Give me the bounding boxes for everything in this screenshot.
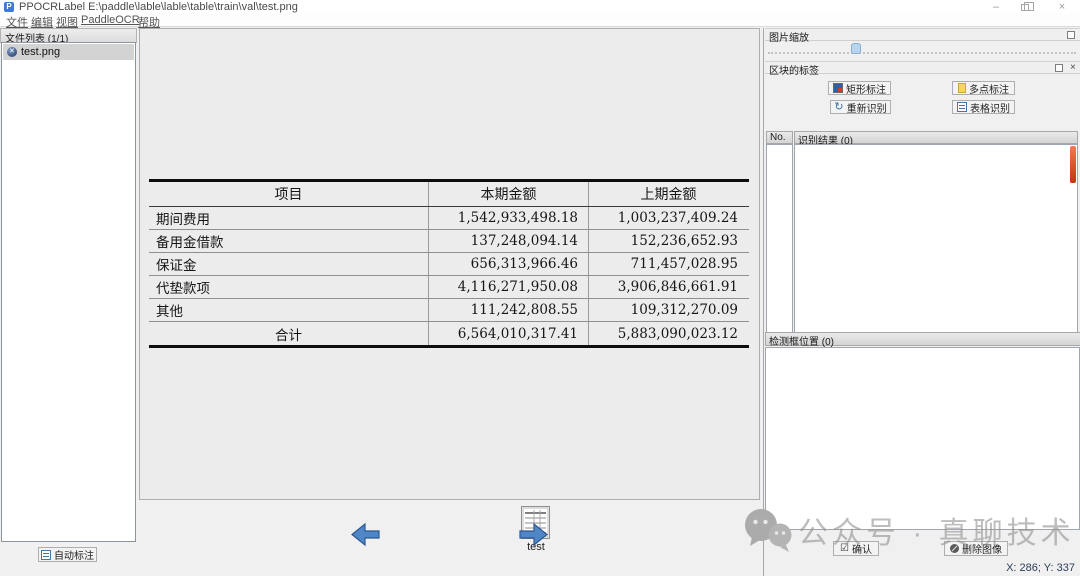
menu-file[interactable]: 文件 — [6, 17, 28, 29]
table-cell: 1,003,237,409.24 — [588, 207, 748, 229]
table-cell: 保证金 — [156, 258, 197, 274]
dock-close-icon[interactable]: × — [1070, 62, 1076, 73]
window-title: PPOCRLabel E:\paddle\lable\lable\table\t… — [19, 1, 298, 13]
table-cell: 6,564,010,317.41 — [428, 322, 588, 345]
zoom-slider-track[interactable] — [768, 52, 1076, 54]
table-cell: 备用金借款 — [156, 235, 224, 251]
table-header-cell: 本期金额 — [428, 182, 588, 206]
next-image-arrow[interactable] — [519, 522, 548, 547]
result-list-header: 识别结果 (0) — [794, 131, 1078, 147]
table-cell: 109,312,270.09 — [588, 299, 748, 321]
table-cell: 1,542,933,498.18 — [428, 207, 588, 229]
close-icon[interactable]: × — [1058, 1, 1066, 13]
label-panel-header: 区块的标签 × — [765, 61, 1080, 77]
table-row: 其他 111,242,808.55 109,312,270.09 — [149, 299, 749, 322]
dock-float-icon[interactable] — [1055, 64, 1063, 72]
rect-annotate-button[interactable]: 矩形标注 — [828, 81, 891, 96]
dock-float-icon[interactable] — [1067, 31, 1075, 39]
table-cell: 合计 — [275, 327, 302, 344]
table-cell: 期间费用 — [156, 212, 210, 228]
table-total-row: 合计 6,564,010,317.41 5,883,090,023.12 — [149, 322, 749, 345]
file-list: ✕ test.png — [1, 42, 136, 542]
table-cell: 5,883,090,023.12 — [588, 322, 748, 345]
re-recognize-button[interactable]: ↻ 重新识别 — [830, 100, 891, 115]
result-no-header: No. — [766, 131, 793, 144]
table-cell: 代垫款项 — [156, 281, 210, 297]
table-row: 代垫款项 4,116,271,950.08 3,906,846,661.91 — [149, 276, 749, 299]
table-cell: 711,457,028.95 — [588, 253, 748, 275]
point-annotate-text: 多点标注 — [969, 84, 1009, 96]
auto-label-icon — [41, 549, 51, 560]
confirm-button[interactable]: ☑ 确认 — [833, 541, 879, 556]
table-header-row: 项目 本期金额 上期金额 — [149, 182, 749, 207]
confirm-text: 确认 — [851, 545, 872, 556]
delete-icon — [950, 544, 959, 553]
result-scrollbar[interactable] — [1070, 146, 1076, 183]
menu-edit[interactable]: 编辑 — [31, 17, 53, 29]
table-cell: 4,116,271,950.08 — [428, 276, 588, 298]
file-list-item[interactable]: ✕ test.png — [3, 44, 134, 60]
label-panel-title: 区块的标签 — [769, 66, 819, 77]
table-cell: 111,242,808.55 — [428, 299, 588, 321]
menu-view[interactable]: 视图 — [56, 17, 78, 29]
title-bar: P PPOCRLabel E:\paddle\lable\lable\table… — [0, 0, 1080, 14]
table-row: 备用金借款 137,248,094.14 152,236,652.93 — [149, 230, 749, 253]
statusbar-coordinates: X: 286; Y: 337 — [1006, 562, 1075, 574]
result-list[interactable] — [794, 144, 1078, 341]
table-header-cell: 上期金额 — [588, 182, 748, 206]
file-list-header: 文件列表 (1/1) — [0, 28, 137, 45]
auto-label-button[interactable]: 自动标注 — [38, 547, 97, 562]
box-position-list[interactable] — [765, 347, 1080, 530]
table-row: 期间费用 1,542,933,498.18 1,003,237,409.24 — [149, 207, 749, 230]
rect-annotate-text: 矩形标注 — [846, 84, 886, 96]
table-cell: 其他 — [156, 304, 183, 320]
table-cell: 3,906,846,661.91 — [588, 276, 748, 298]
table-cell: 656,313,966.46 — [428, 253, 588, 275]
thumbnail-label: test — [527, 541, 545, 553]
file-name: test.png — [21, 46, 61, 58]
confirm-check-icon: ☑ — [840, 543, 849, 554]
point-annotate-button[interactable]: 多点标注 — [952, 81, 1015, 96]
restore-icon[interactable] — [1021, 2, 1034, 11]
scanned-table: 项目 本期金额 上期金额 期间费用 1,542,933,498.18 1,003… — [149, 179, 749, 348]
table-header-cell: 项目 — [274, 187, 303, 203]
zoom-slider-handle[interactable] — [851, 43, 861, 54]
minimize-icon[interactable]: – — [992, 1, 1000, 13]
app-icon: P — [4, 2, 14, 12]
zoom-panel-header: 图片缩放 — [765, 28, 1080, 44]
file-status-icon: ✕ — [7, 47, 17, 57]
menu-paddleocr[interactable]: PaddleOCR — [81, 14, 140, 26]
table-recognize-text: 表格识别 — [970, 103, 1010, 115]
table-recognize-icon — [957, 102, 967, 112]
re-recognize-text: 重新识别 — [846, 103, 887, 115]
re-recognize-icon: ↻ — [834, 101, 844, 113]
prev-image-arrow[interactable] — [351, 522, 380, 547]
table-cell: 152,236,652.93 — [588, 230, 748, 252]
delete-text: 删除图像 — [962, 545, 1002, 556]
box-position-header: 检测框位置 (0) — [765, 332, 1080, 348]
zoom-panel-title: 图片缩放 — [769, 33, 809, 44]
result-no-list[interactable] — [766, 144, 793, 341]
rect-annotate-icon — [833, 83, 843, 93]
menu-bar: 文件 编辑 视图 PaddleOCR 帮助 — [0, 14, 1080, 29]
table-cell: 137,248,094.14 — [428, 230, 588, 252]
canvas-area: 项目 本期金额 上期金额 期间费用 1,542,933,498.18 1,003… — [137, 28, 763, 576]
table-row: 保证金 656,313,966.46 711,457,028.95 — [149, 253, 749, 276]
right-dock: 图片缩放 区块的标签 × 矩形标注 多点标注 ↻ 重新识别 表格识别 — [763, 28, 1080, 576]
image-canvas[interactable]: 项目 本期金额 上期金额 期间费用 1,542,933,498.18 1,003… — [139, 28, 760, 500]
point-annotate-icon — [958, 83, 966, 93]
auto-label-text: 自动标注 — [54, 551, 94, 562]
table-recognize-button[interactable]: 表格识别 — [952, 100, 1015, 115]
delete-image-button[interactable]: 删除图像 — [944, 541, 1008, 556]
menu-help[interactable]: 帮助 — [138, 17, 160, 29]
